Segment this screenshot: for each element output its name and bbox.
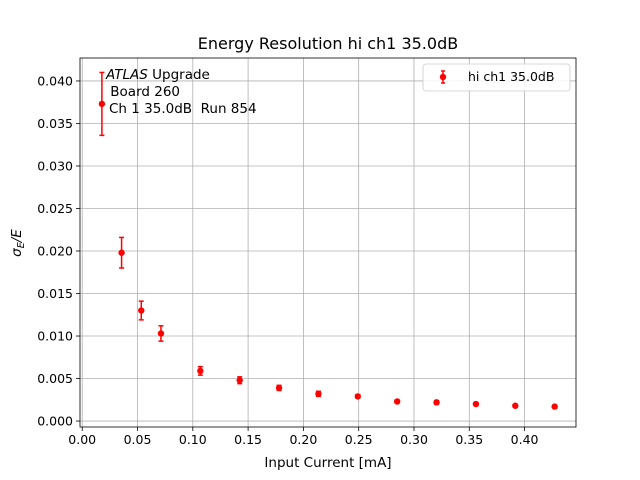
y-axis-label-sigma: σ [9, 248, 25, 257]
y-axis-label-subscript: E [16, 242, 27, 248]
data-point [433, 399, 440, 406]
y-tick-label: 0.030 [37, 158, 73, 173]
y-tick-label: 0.020 [37, 244, 73, 259]
data-point [98, 100, 106, 108]
data-point [354, 393, 362, 400]
data-point [138, 307, 145, 314]
x-tick-label: 0.00 [68, 432, 96, 447]
data-point [472, 400, 480, 408]
chart-title: Energy Resolution hi ch1 35.0dB [198, 34, 458, 53]
x-tick-label: 0.40 [511, 432, 539, 447]
annotation-upgrade: Upgrade [148, 67, 210, 83]
data-point [393, 398, 401, 405]
data-point [236, 377, 243, 384]
annotation-line-2: Board 260 [106, 84, 180, 100]
x-tick-label: 0.10 [179, 432, 207, 447]
y-tick-label: 0.040 [37, 73, 73, 88]
data-point [315, 390, 322, 398]
data-series [98, 71, 558, 410]
y-tick-label: 0.000 [37, 414, 73, 429]
x-tick-label: 0.15 [234, 432, 262, 447]
x-tick-label: 0.25 [345, 432, 373, 447]
legend: hi ch1 35.0dB [422, 63, 571, 92]
data-point [512, 402, 519, 409]
plot-frame [79, 57, 577, 428]
legend-marker [439, 73, 447, 81]
legend-entry-label: hi ch1 35.0dB [468, 69, 554, 84]
legend-box [422, 63, 571, 92]
data-point [157, 330, 165, 337]
x-tick-label: 0.20 [289, 432, 317, 447]
axis-ticks: 0.00 0.05 0.10 0.15 0.20 0.25 0.30 0.35 0.40 0.00… [37, 73, 538, 447]
x-tick-label: 0.35 [455, 432, 483, 447]
grid [80, 58, 576, 427]
data-point [118, 249, 125, 256]
annotation-line-3: Ch 1 35.0dB Run 854 [109, 101, 257, 117]
y-tick-label: 0.015 [37, 286, 73, 301]
data-point [275, 384, 283, 392]
x-tick-label: 0.05 [124, 432, 152, 447]
y-axis-label: σE/E [9, 229, 27, 257]
y-axis-label-tail: /E [9, 229, 25, 244]
y-tick-label: 0.005 [37, 371, 73, 386]
annotation-line-1: ATLAS Upgrade [105, 67, 210, 83]
y-tick-label: 0.035 [37, 116, 73, 131]
y-tick-label: 0.010 [37, 329, 73, 344]
x-tick-label: 0.30 [400, 432, 428, 447]
annotation-atlas: ATLAS [105, 67, 148, 83]
data-point [197, 367, 204, 375]
x-axis-label: Input Current [mA] [264, 455, 391, 471]
y-tick-label: 0.025 [37, 201, 73, 216]
data-point [551, 403, 558, 410]
atlas-annotation: ATLAS Upgrade Board 260 Ch 1 35.0dB Run … [105, 67, 257, 117]
